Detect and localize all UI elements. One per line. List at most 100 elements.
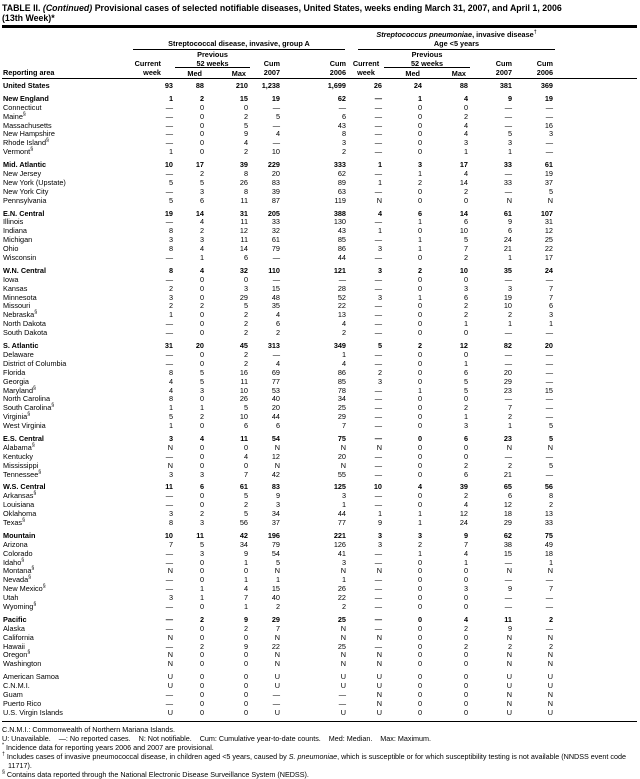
cell-a-cum-2006: 85 (337, 235, 346, 245)
table-row: Puerto Rico — 0 0 — — N 0 0 N N (2, 698, 637, 709)
cell-a-current-week: — (165, 548, 173, 558)
reporting-area-cell: Maryland§ (3, 385, 36, 395)
cell-b-cum-2006: 33 (544, 517, 553, 527)
cell-b-med: 0 (417, 129, 422, 139)
table-row: South Carolina§ 1 1 5 20 25—0 2 7— (2, 403, 637, 413)
cell-b-current-week: 1 (377, 226, 382, 236)
cell-b-max: 0 (463, 681, 468, 691)
cell-b-current-week: N (376, 650, 382, 660)
cell-b-cum-2007: 1 (507, 147, 512, 157)
cell-a-max: 39 (239, 160, 248, 170)
cell-b-cum-2007: 9 (507, 623, 512, 633)
cell-b-cum-2007: 38 (503, 539, 512, 549)
table-row: New York City — 3 8 39 63 — 0 2 — 5 (2, 186, 637, 197)
cell-a-cum-2007: 34 (271, 509, 280, 519)
table-row: Nebraska§ 1 0 2 4 13 — 0 2 2 3 (2, 310, 637, 320)
cell-b-cum-2006: 2 (548, 641, 553, 651)
cell-a-cum-2007: 19 (271, 93, 280, 103)
footnote: † Includes cases of invasive pneumococca… (2, 751, 628, 771)
cell-b-med: 0 (417, 403, 422, 413)
cell-b-current-week: — (374, 623, 382, 633)
group-b-header: Streptococcus pneumoniae, invasive disea… (358, 29, 555, 50)
cell-a-med: 0 (199, 129, 204, 139)
reporting-area-cell: Alabama§ (3, 442, 35, 452)
cell-a-cum-2006: 3 (341, 557, 346, 567)
cell-b-max: 17 (459, 160, 468, 170)
cell-a-current-week: 8 (168, 226, 173, 236)
cell-a-max: 9 (243, 129, 248, 139)
cell-b-cum-2007: U (506, 672, 512, 682)
cell-a-med: 0 (199, 557, 204, 567)
footnotes: C.N.M.I.: Commonwealth of Northern Maria… (2, 725, 637, 779)
cell-a-med: 3 (199, 235, 204, 245)
cell-b-cum-2006: 5 (548, 186, 553, 196)
cell-a-max: 0 (243, 460, 248, 470)
cell-b-med: 0 (417, 283, 422, 293)
cell-b-med: 0 (417, 138, 422, 148)
cell-b-med: 0 (417, 102, 422, 112)
table-row: Georgia 4 5 11 77 85 3 0 5 29 — (2, 376, 637, 387)
cell-b-med: 0 (417, 120, 422, 130)
cell-b-cum-2006: — (545, 138, 553, 148)
table-row: United States 93 88 210 1,238 1,699 26 24 88 381 3… (2, 81, 637, 91)
cell-a-max: 2 (243, 310, 248, 320)
cell-b-med: 3 (417, 530, 422, 540)
cell-a-cum-2006: N (340, 659, 346, 669)
cell-b-max: 7 (463, 244, 468, 254)
reporting-area-cell: New York (Upstate) (3, 177, 66, 187)
cell-b-current-week: — (374, 169, 382, 179)
reporting-area-cell: California (3, 632, 34, 642)
table-row: Maine§ — 0 2 5 6 — 0 2 — — (2, 111, 637, 122)
cell-a-cum-2007: 5 (275, 111, 280, 121)
cell-b-med: 0 (417, 301, 422, 311)
cell-b-cum-2006: 19 (544, 169, 553, 179)
reporting-area-cell: E.S. Central (3, 433, 44, 443)
cell-b-med: 2 (417, 177, 422, 187)
cell-a-cum-2007: 40 (271, 593, 280, 603)
cell-b-current-week: 3 (377, 539, 382, 549)
cell-a-current-week: — (165, 491, 173, 501)
cell-a-cum-2007: 3 (275, 500, 280, 510)
cell-a-cum-2006: 25 (337, 641, 346, 651)
cell-a-med: 0 (199, 681, 204, 691)
cell-a-med: 20 (195, 341, 204, 351)
table-row: Wisconsin — 1 6 — 44 — 0 2 1 17 (2, 253, 637, 263)
cell-b-med: 0 (417, 659, 422, 669)
cell-b-cum-2007: 2 (507, 460, 512, 470)
table-row: Pacific —2 9 29 25—0 4 11 2 (2, 615, 637, 625)
cell-a-cum-2006: 26 (337, 584, 346, 594)
cell-a-max: 14 (239, 244, 248, 254)
cell-a-max: 3 (243, 283, 248, 293)
table-row: Montana§ N 0 0 N N N 0 0 N N (2, 566, 637, 576)
cell-b-cum-2007: — (504, 169, 512, 179)
reporting-area-cell: Arkansas§ (3, 490, 37, 501)
cell-b-cum-2006: — (545, 111, 553, 121)
cell-a-cum-2006: 44 (337, 509, 346, 519)
cell-a-cum-2007: — (272, 253, 280, 263)
cell-b-current-week: — (374, 93, 382, 103)
cell-b-cum-2006: — (545, 575, 553, 585)
cell-a-cum-2007: 77 (271, 376, 280, 386)
table-row: Wyoming§ — 0 1 2 2 — 0 0 — — (2, 602, 637, 612)
cell-a-cum-2006: — (338, 690, 346, 699)
cell-b-max: 0 (463, 698, 468, 708)
cell-b-cum-2007: 6 (507, 491, 512, 501)
cell-a-cum-2006: 333 (333, 160, 346, 170)
cell-b-current-week: — (374, 217, 382, 227)
cell-b-cum-2007: U (506, 707, 512, 717)
table-row: New Jersey — 2 8 20 62 — 1 4 — 19 (2, 169, 637, 179)
cell-b-med: 2 (417, 265, 422, 275)
cell-a-cum-2007: 69 (271, 367, 280, 377)
cell-b-current-week: — (374, 469, 382, 479)
cell-b-max: 4 (463, 129, 468, 139)
reporting-area-cell: Alaska (3, 623, 25, 633)
cell-b-max: 10 (459, 226, 468, 236)
cell-a-cum-2006: 3 (341, 138, 346, 148)
cell-a-max: 7 (243, 593, 248, 603)
reporting-area-cell: Louisiana (3, 500, 35, 510)
cell-a-med: 5 (199, 177, 204, 187)
cell-a-max: 0 (243, 650, 248, 660)
cell-b-max: 6 (463, 469, 468, 479)
cell-b-cum-2007: N (506, 632, 512, 642)
table-row: Arizona 7 5 34 79 126 3 2 7 38 49 (2, 539, 637, 550)
